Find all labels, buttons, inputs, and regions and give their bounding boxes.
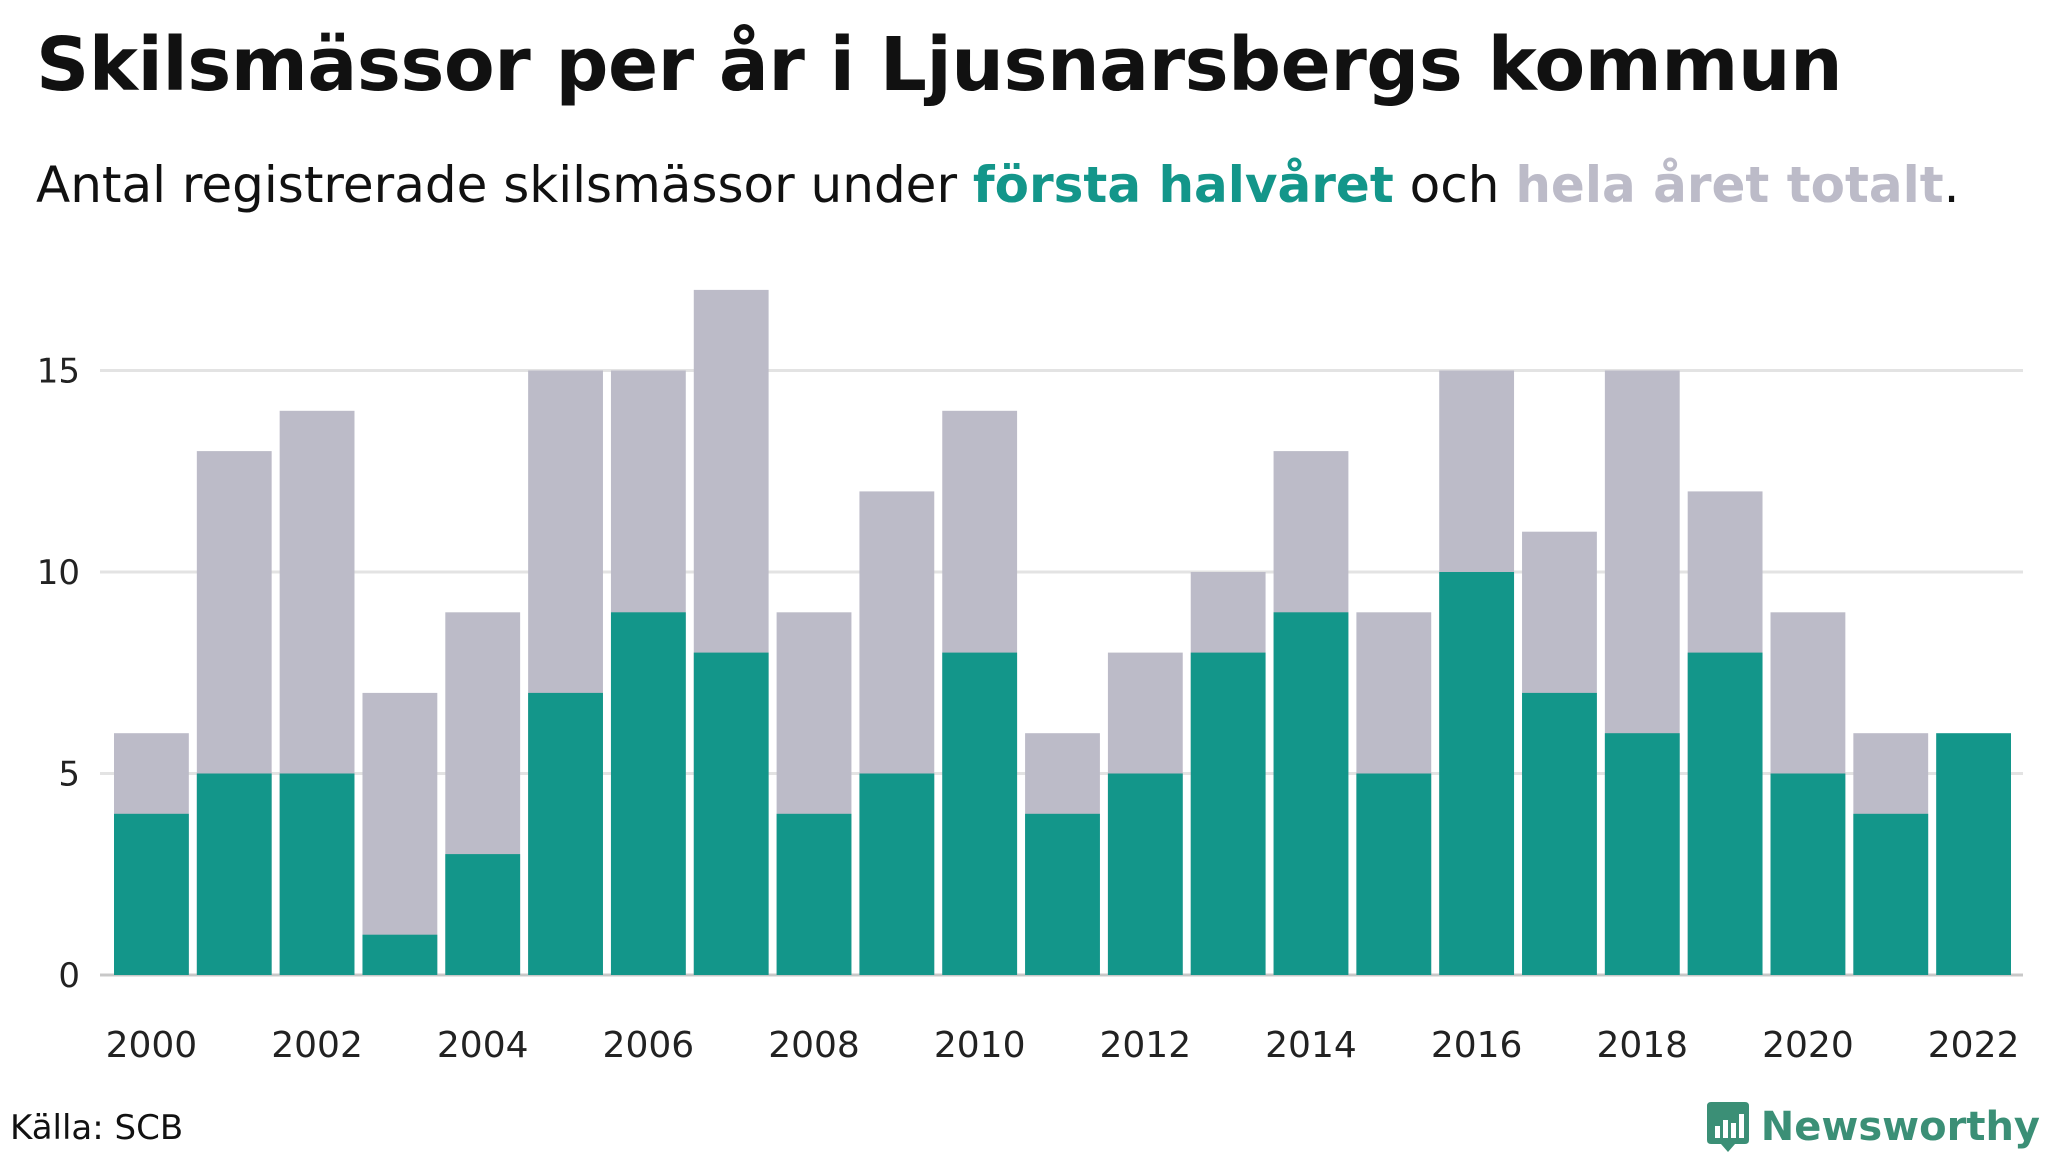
bar-first-half-2000 [114,813,189,975]
x-tick-label: 2010 [934,1025,1026,1066]
bar-first-half-2018 [1604,733,1680,975]
bar-first-half-2015 [1356,773,1432,975]
y-tick-label: 5 [58,755,80,795]
brand-name: Newsworthy [1760,1104,2040,1150]
y-tick-label: 0 [58,956,80,996]
source-note: Källa: SCB [10,1108,184,1148]
x-tick-label: 2000 [106,1025,198,1066]
x-tick-label: 2018 [1596,1025,1688,1066]
x-tick-label: 2006 [603,1025,695,1066]
bars [114,289,2011,976]
bar-first-half-2007 [693,652,769,975]
y-tick-label: 15 [37,352,80,392]
subtitle-prefix: Antal registrerade skilsmässor under [36,156,973,214]
chart-subtitle: Antal registrerade skilsmässor under för… [36,156,1960,214]
bar-first-half-2009 [859,773,935,975]
bar-first-half-2008 [776,813,852,975]
bar-first-half-2003 [362,934,438,975]
y-tick-label: 10 [37,553,80,593]
bar-first-half-2020 [1770,773,1846,975]
bar-first-half-2017 [1522,692,1597,975]
bar-chart-logo-icon [1706,1102,1749,1152]
bar-first-half-2019 [1687,652,1763,975]
x-tick-label: 2004 [437,1025,529,1066]
newsworthy-logo: Newsworthy [1705,1100,2040,1154]
x-tick-label: 2014 [1265,1025,1357,1066]
bar-full-year-2003 [362,692,438,975]
bar-first-half-2021 [1853,813,1929,975]
y-axis: 0 5 10 15 [37,352,80,997]
x-axis: 2000 2002 2004 2006 2008 2010 2012 2014 2016 2018… [106,1025,2020,1066]
bar-first-half-2016 [1439,572,1515,975]
bar-first-half-2012 [1107,773,1183,975]
bar-first-half-2001 [196,773,272,975]
x-tick-label: 2020 [1762,1025,1854,1066]
bar-first-half-2022 [1936,733,2011,975]
bar-first-half-2002 [279,773,355,975]
bar-first-half-2006 [610,612,686,975]
chart-title: Skilsmässor per år i Ljusnarsbergs kommu… [36,22,1843,108]
x-tick-label: 2012 [1100,1025,1192,1066]
bar-first-half-2013 [1190,652,1266,975]
bar-first-half-2011 [1025,813,1100,975]
x-tick-label: 2016 [1431,1025,1523,1066]
bar-first-half-2005 [528,692,603,975]
bar-first-half-2004 [445,854,521,975]
bar-first-half-2014 [1273,612,1349,975]
legend-full-year: hela året totalt [1515,156,1944,214]
subtitle-suffix: . [1943,156,1960,214]
x-tick-label: 2008 [768,1025,860,1066]
legend-first-half: första halvåret [972,156,1394,214]
x-tick-label: 2022 [1928,1025,2020,1066]
bar-first-half-2010 [942,652,1018,975]
x-tick-label: 2002 [271,1025,363,1066]
subtitle-mid: och [1393,156,1516,214]
